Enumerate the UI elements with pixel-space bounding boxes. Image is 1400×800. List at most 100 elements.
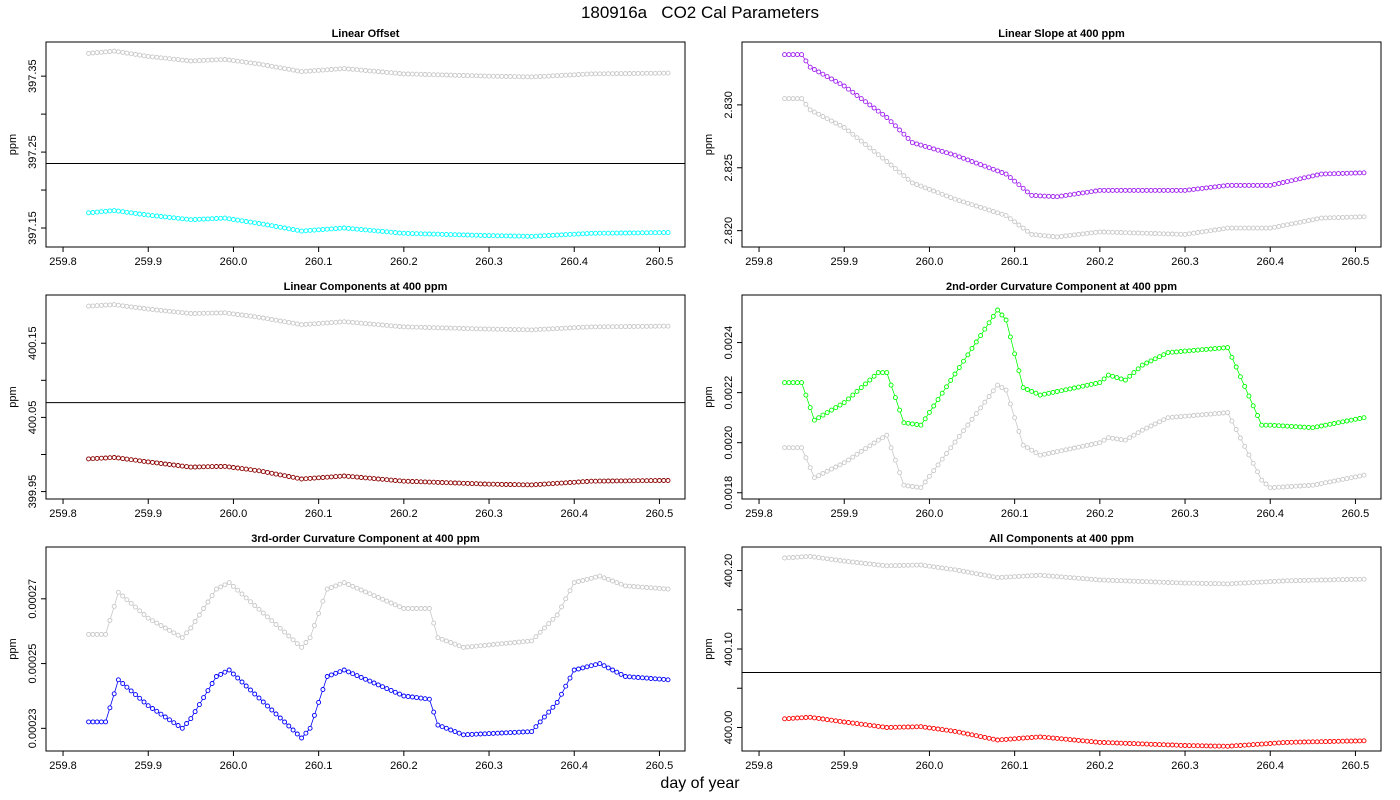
data-point	[820, 470, 826, 476]
data-point	[931, 725, 937, 731]
data-point	[897, 563, 903, 568]
data-point	[631, 230, 637, 236]
y-tick-label: 0.0022	[723, 376, 735, 410]
data-point	[167, 627, 172, 633]
data-point	[782, 96, 788, 102]
data-point	[303, 321, 309, 327]
data-point	[328, 226, 334, 232]
data-point	[1097, 577, 1103, 583]
data-point	[307, 321, 313, 327]
data-point	[867, 377, 873, 383]
data-point	[409, 71, 415, 77]
data-point	[307, 635, 313, 641]
data-point	[922, 416, 928, 422]
data-point	[550, 616, 556, 622]
data-point	[1357, 576, 1363, 582]
data-point	[811, 67, 817, 72]
data-point	[956, 433, 962, 439]
data-point	[909, 180, 915, 186]
data-point	[909, 724, 915, 730]
data-point	[252, 314, 258, 320]
data-point	[90, 456, 96, 462]
y-tick-label: 0.00023	[27, 708, 39, 748]
x-tick-label: 260.3	[475, 508, 503, 520]
data-point	[1361, 576, 1367, 582]
data-point	[863, 99, 868, 105]
data-point	[999, 385, 1005, 391]
data-point	[456, 643, 462, 649]
data-point	[986, 394, 992, 399]
data-point	[141, 612, 147, 617]
data-point	[158, 307, 164, 313]
data-point	[435, 325, 441, 331]
data-point	[1310, 482, 1316, 488]
data-point	[935, 397, 941, 403]
data-point	[328, 672, 334, 678]
data-point	[644, 323, 650, 329]
data-point	[1152, 187, 1158, 193]
data-point	[1344, 214, 1350, 220]
data-point	[103, 302, 109, 308]
data-series-2	[86, 661, 671, 741]
data-point	[482, 233, 488, 238]
data-point	[256, 468, 262, 474]
data-point	[205, 310, 211, 316]
data-point	[961, 155, 966, 161]
data-point	[820, 71, 826, 77]
data-point	[1182, 743, 1188, 748]
data-point	[1174, 231, 1179, 237]
data-point	[184, 310, 190, 316]
data-point	[358, 674, 364, 680]
data-point	[405, 71, 411, 77]
chart-title: Linear Components at 400 ppm	[284, 281, 448, 293]
data-point	[1284, 222, 1290, 228]
data-point	[541, 326, 547, 332]
x-tick-label: 260.4	[1256, 256, 1284, 268]
data-point	[990, 209, 996, 214]
data-point	[914, 484, 920, 490]
data-point	[892, 457, 898, 463]
data-point	[205, 599, 211, 605]
data-point	[162, 461, 168, 467]
data-point	[422, 606, 428, 611]
data-point	[601, 575, 607, 581]
data-point	[648, 585, 654, 591]
data-point	[456, 480, 462, 486]
data-point	[918, 422, 924, 428]
data-point	[1195, 186, 1201, 192]
data-point	[524, 74, 530, 80]
data-point	[1093, 229, 1099, 235]
data-point	[1348, 417, 1354, 423]
x-tick-label: 260.1	[305, 760, 333, 772]
data-point	[328, 67, 334, 72]
data-point	[239, 312, 245, 318]
series-line	[88, 575, 669, 648]
data-point	[1314, 577, 1320, 583]
data-point	[124, 684, 130, 690]
data-point	[854, 388, 860, 394]
data-point	[905, 724, 911, 730]
data-point	[909, 562, 915, 568]
data-point	[1101, 376, 1107, 382]
data-point	[1071, 737, 1077, 743]
data-point	[1323, 739, 1329, 745]
data-point	[367, 68, 373, 74]
data-point	[1157, 187, 1162, 193]
data-point	[841, 719, 847, 725]
data-point	[520, 639, 526, 645]
data-point	[999, 312, 1005, 318]
data-point	[1191, 580, 1197, 586]
data-point	[179, 57, 185, 63]
data-point	[196, 58, 202, 64]
data-point	[918, 724, 924, 730]
data-point	[1220, 581, 1226, 587]
data-point	[426, 325, 432, 331]
data-point	[426, 479, 432, 485]
data-point	[1237, 435, 1243, 441]
data-point	[1012, 219, 1018, 225]
data-point	[811, 475, 817, 481]
data-point	[935, 462, 941, 468]
data-point	[1110, 740, 1116, 746]
data-point	[550, 73, 556, 79]
data-point	[328, 474, 334, 480]
